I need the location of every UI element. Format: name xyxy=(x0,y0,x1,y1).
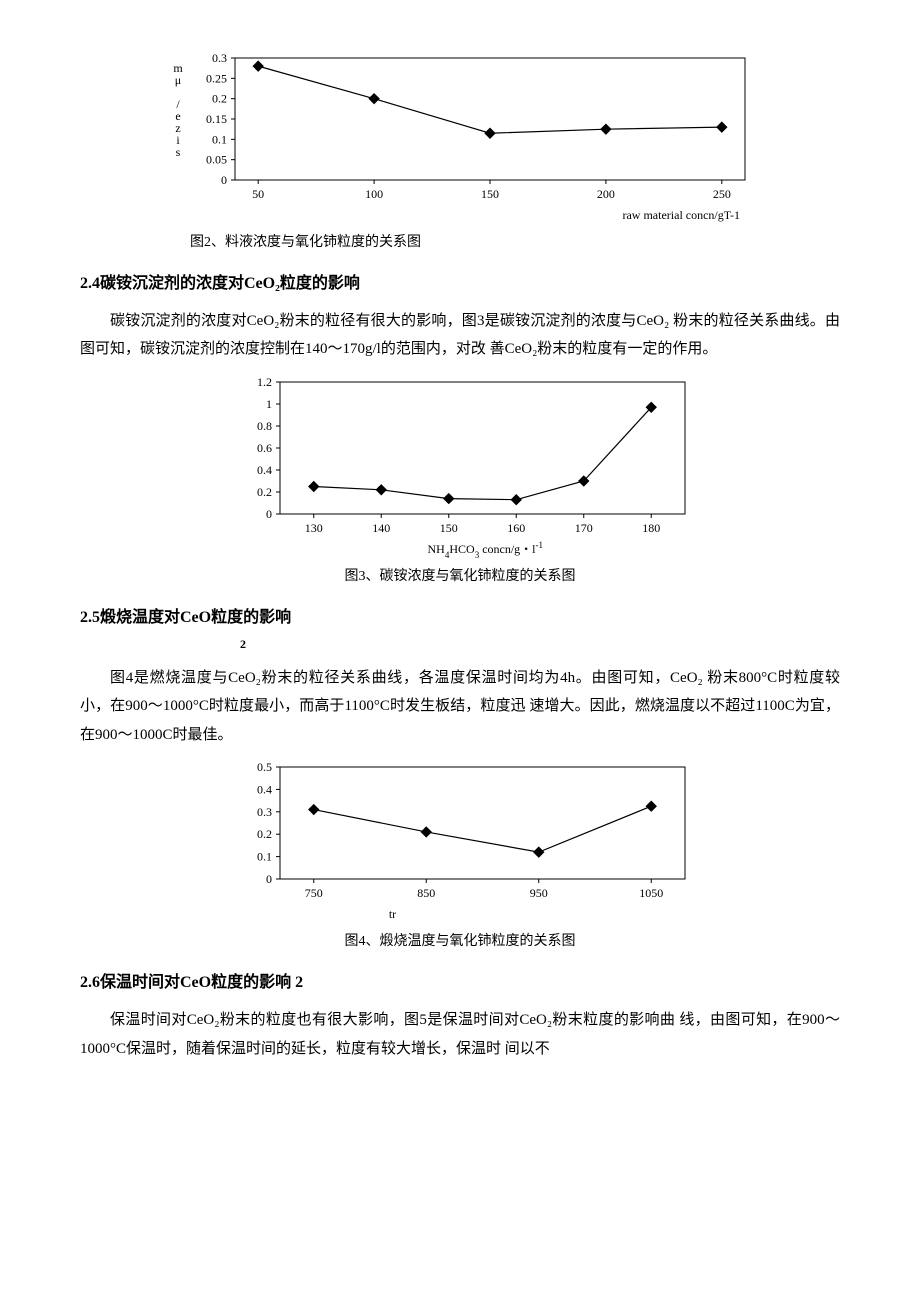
svg-text:0.1: 0.1 xyxy=(212,132,227,146)
svg-text:1: 1 xyxy=(266,397,272,411)
section-26-para: 保温时间对CeO₂粉末的粒度也有很大影响，图5是保温时间对CeO₂粉末粒度的影响… xyxy=(80,1006,840,1063)
svg-text:0.2: 0.2 xyxy=(257,827,272,841)
svg-text:NH4HCO3 concn/g・l-1: NH4HCO3 concn/g・l-1 xyxy=(428,540,544,559)
svg-text:0: 0 xyxy=(221,173,227,187)
svg-text:0.6: 0.6 xyxy=(257,441,272,455)
chart-2: 00.050.10.150.20.250.350100150200250mμ/e… xyxy=(160,50,760,225)
svg-text:0.4: 0.4 xyxy=(257,783,272,797)
svg-text:1.2: 1.2 xyxy=(257,375,272,389)
chart-3-caption: 图3、碳铵浓度与氧化铈粒度的关系图 xyxy=(80,564,840,591)
svg-text:0: 0 xyxy=(266,872,272,886)
svg-text:0.8: 0.8 xyxy=(257,419,272,433)
section-26-heading: 2.6保温时间对CeO粒度的影响 2 xyxy=(80,968,840,998)
svg-text:200: 200 xyxy=(597,187,615,201)
section-24-para: 碳铵沉淀剂的浓度对CeO₂粉末的粒径有很大的影响，图3是碳铵沉淀剂的浓度与CeO… xyxy=(80,307,840,364)
svg-text:180: 180 xyxy=(642,521,660,535)
chart-2-caption: 图2、料液浓度与氧化铈粒度的关系图 xyxy=(190,230,840,257)
svg-text:0.1: 0.1 xyxy=(257,850,272,864)
chart-3: 0 0.2 0.4 0.6 0.8 1 1.2 130 140 150 160 170 180 NH4HC… xyxy=(220,374,700,559)
chart-2-container: 00.050.10.150.20.250.350100150200250mμ/e… xyxy=(80,50,840,225)
svg-text:250: 250 xyxy=(713,187,731,201)
svg-text:130: 130 xyxy=(305,521,323,535)
svg-text:raw material concn/gT-1: raw material concn/gT-1 xyxy=(622,208,740,222)
svg-text:1050: 1050 xyxy=(639,886,663,900)
svg-text:0.2: 0.2 xyxy=(212,92,227,106)
svg-text:140: 140 xyxy=(372,521,390,535)
svg-text:0.05: 0.05 xyxy=(206,153,227,167)
svg-text:850: 850 xyxy=(417,886,435,900)
chart-4-container: 0 0.1 0.2 0.3 0.4 0.5 750 850 950 1050 tr xyxy=(80,759,840,924)
svg-text:160: 160 xyxy=(507,521,525,535)
svg-text:0.25: 0.25 xyxy=(206,71,227,85)
section-24-heading: 2.4碳铵沉淀剂的浓度对CeO₂粒度的影响 xyxy=(80,269,840,299)
svg-text:μ: μ xyxy=(175,73,181,87)
svg-text:0.15: 0.15 xyxy=(206,112,227,126)
svg-text:750: 750 xyxy=(305,886,323,900)
svg-text:950: 950 xyxy=(530,886,548,900)
svg-text:s: s xyxy=(176,145,181,159)
chart-3-container: 0 0.2 0.4 0.6 0.8 1 1.2 130 140 150 160 170 180 NH4HC… xyxy=(80,374,840,559)
chart-4: 0 0.1 0.2 0.3 0.4 0.5 750 850 950 1050 tr xyxy=(220,759,700,924)
section-25-heading: 2.5煅烧温度对CeO粒度的影响 xyxy=(80,603,840,633)
svg-text:0.4: 0.4 xyxy=(257,463,272,477)
svg-text:0: 0 xyxy=(266,507,272,521)
svg-text:100: 100 xyxy=(365,187,383,201)
svg-text:0.3: 0.3 xyxy=(257,805,272,819)
svg-text:0.3: 0.3 xyxy=(212,51,227,65)
svg-text:170: 170 xyxy=(575,521,593,535)
svg-text:0.5: 0.5 xyxy=(257,760,272,774)
section-25-heading-sub: 2 xyxy=(240,633,840,656)
svg-text:50: 50 xyxy=(252,187,264,201)
section-25-para: 图4是燃烧温度与CeO₂粉末的粒径关系曲线，各温度保温时间均为4h。由图可知，C… xyxy=(80,664,840,750)
svg-text:tr: tr xyxy=(389,907,396,921)
svg-text:150: 150 xyxy=(440,521,458,535)
svg-text:0.2: 0.2 xyxy=(257,485,272,499)
svg-text:150: 150 xyxy=(481,187,499,201)
chart-4-caption: 图4、煅烧温度与氧化铈粒度的关系图 xyxy=(80,929,840,956)
